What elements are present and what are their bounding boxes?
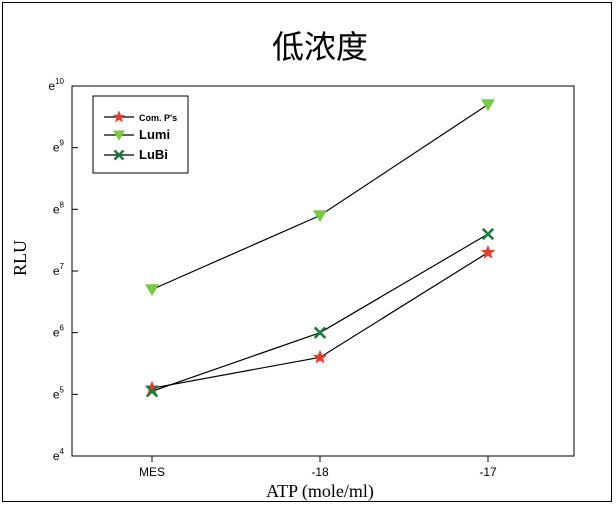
y-axis: e4 e5 e6 e7 e8 e9 e10 [48, 77, 78, 463]
y-axis-label: RLU [10, 240, 30, 276]
series-line-lumi [151, 103, 489, 291]
legend-marker [112, 110, 126, 123]
legend-marker [113, 149, 125, 161]
data-point-lumi [313, 210, 327, 223]
legend-label: Com. P's [139, 113, 177, 123]
data-point-com-p-s [480, 244, 496, 259]
y-tick-label: e4 [53, 447, 65, 463]
data-point-lubi [481, 227, 495, 241]
data-point-com-p-s [312, 349, 328, 364]
data-point-lumi [481, 99, 495, 112]
chart-frame [2, 2, 612, 502]
data-point-lubi [145, 385, 159, 398]
series-layer [144, 99, 496, 398]
x-tick-label: MES [139, 465, 165, 479]
series-line-com-p-s [151, 251, 489, 389]
y-tick-label: e5 [53, 385, 65, 401]
legend-marker [113, 130, 125, 141]
y-tick-label: e6 [53, 324, 65, 340]
x-tick-label: -17 [479, 465, 497, 479]
y-tick-label: e9 [53, 139, 65, 155]
series-line-lubi [151, 233, 489, 392]
x-axis-label: ATP (mole/ml) [266, 481, 374, 502]
x-tick-label: -18 [311, 465, 329, 479]
legend-label: Lumi [139, 127, 170, 142]
legend-label: LuBi [139, 147, 168, 162]
data-point-lumi [145, 284, 159, 297]
y-tick-label: e10 [48, 77, 64, 93]
legend: Com. P's Lumi LuBi [92, 95, 189, 174]
data-point-lubi [313, 326, 327, 339]
chart-title: 低浓度 [272, 28, 368, 66]
y-tick-label: e7 [53, 262, 65, 278]
x-axis: MES -18 -17 [139, 456, 497, 479]
y-tick-label: e8 [53, 200, 65, 216]
